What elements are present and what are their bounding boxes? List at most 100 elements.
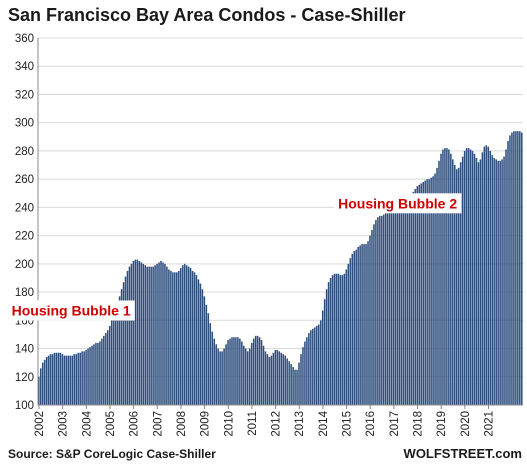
bar: [483, 146, 486, 405]
bar: [371, 229, 373, 405]
bar: [343, 273, 346, 405]
bar: [144, 265, 146, 405]
y-tick-label: 300: [15, 118, 34, 130]
x-tick-label: 2005: [105, 411, 117, 437]
x-tick-label: 2013: [294, 411, 306, 437]
bar: [260, 340, 263, 405]
bar: [329, 277, 332, 405]
bar: [357, 246, 359, 405]
bar: [497, 160, 499, 405]
bar: [278, 351, 281, 405]
bar: [317, 324, 320, 405]
bar: [312, 328, 314, 405]
bar: [319, 320, 322, 405]
bar: [179, 268, 182, 405]
bar: [469, 149, 472, 405]
bar: [148, 266, 150, 405]
bar: [347, 263, 350, 405]
y-tick-label: 340: [15, 61, 34, 73]
bar: [95, 342, 97, 405]
bar: [422, 181, 424, 405]
bar: [154, 265, 156, 405]
bar: [463, 150, 466, 405]
bar: [237, 337, 239, 405]
bar: [327, 282, 330, 405]
bar: [245, 348, 247, 405]
bar: [122, 282, 125, 405]
bar: [168, 269, 170, 405]
bar: [485, 145, 488, 405]
bar: [392, 213, 395, 405]
bar: [128, 266, 131, 405]
bar: [270, 355, 273, 405]
bar: [430, 177, 432, 405]
bar: [211, 331, 214, 405]
bar: [205, 304, 208, 405]
bar: [187, 266, 190, 405]
bar: [455, 169, 458, 405]
bar: [110, 320, 113, 405]
bar: [515, 131, 517, 405]
bar: [77, 352, 79, 405]
bar: [233, 337, 235, 405]
bar: [39, 368, 42, 405]
bar: [221, 351, 223, 405]
x-tick-label: 2018: [413, 411, 425, 437]
y-tick-label: 180: [15, 287, 34, 299]
x-tick-label: 2009: [200, 411, 212, 437]
bar: [398, 210, 401, 405]
bar: [438, 160, 440, 405]
y-axis-ticks: 1001201401601802002202402602803003203403…: [15, 33, 34, 412]
bar: [284, 355, 286, 405]
bar: [258, 337, 261, 405]
bar: [424, 180, 426, 405]
x-axis-ticks: 2002 2003 2004 2005 2006 2007 2008 2009 2010 2011…: [34, 405, 496, 437]
bar: [57, 352, 60, 405]
bar: [63, 355, 66, 405]
bar: [310, 330, 312, 405]
bar: [335, 273, 338, 405]
bar: [130, 263, 133, 405]
chart-title: San Francisco Bay Area Condos - Case-Shi…: [8, 5, 405, 25]
bar: [132, 261, 135, 405]
bar: [503, 156, 505, 405]
y-tick-label: 240: [15, 202, 34, 214]
bar: [85, 349, 87, 405]
bar: [266, 354, 269, 405]
bar: [217, 348, 219, 405]
bar: [268, 357, 271, 405]
bar: [140, 262, 143, 405]
bar: [509, 135, 511, 405]
bar: [235, 337, 237, 405]
bar: [337, 273, 340, 405]
bar: [353, 251, 355, 405]
bar: [363, 244, 365, 405]
bar: [252, 338, 255, 405]
bar: [55, 352, 58, 405]
bar: [341, 275, 344, 405]
bar: [41, 362, 44, 405]
annotation-label: Housing Bubble 2: [338, 195, 457, 211]
x-tick-label: 2014: [318, 410, 330, 436]
bar: [489, 150, 492, 405]
x-tick-label: 2002: [34, 411, 46, 437]
bar: [487, 146, 490, 405]
bar: [213, 338, 216, 405]
bar: [436, 167, 438, 405]
bar: [410, 196, 413, 405]
bar: [229, 338, 231, 405]
bar: [209, 323, 212, 405]
bar: [459, 162, 462, 405]
bar: [124, 276, 127, 405]
x-tick-label: 2010: [223, 411, 235, 437]
bar: [448, 149, 450, 405]
bar: [134, 259, 137, 405]
bar: [49, 354, 52, 405]
bar: [138, 261, 141, 405]
bar: [183, 263, 186, 405]
bar: [361, 244, 363, 405]
bar: [101, 338, 103, 405]
bar: [402, 210, 405, 405]
bar: [292, 366, 294, 405]
bar: [231, 337, 233, 405]
